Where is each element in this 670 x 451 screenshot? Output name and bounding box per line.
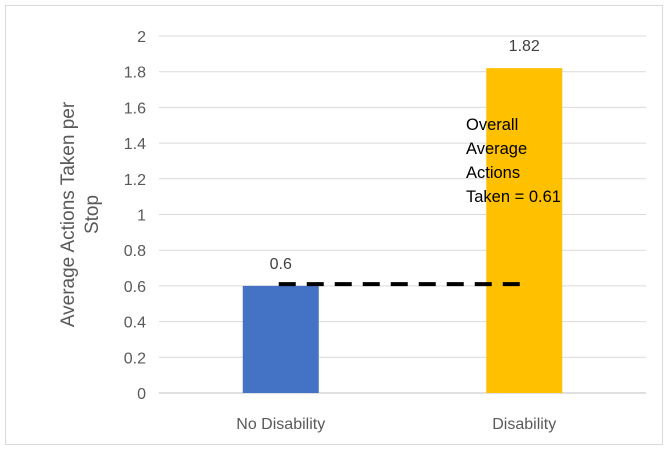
y-tick-label: 1.2 — [124, 172, 146, 189]
data-label: 0.6 — [270, 256, 292, 273]
data-label: 1.82 — [509, 38, 540, 55]
bar-chart: 00.20.40.60.811.21.41.61.82 0.61.82 No D… — [58, 29, 646, 433]
y-tick-label: 0.2 — [124, 350, 146, 367]
y-axis-title: Average Actions Taken per Stop — [58, 101, 103, 327]
y-tick-label: 0.6 — [124, 279, 146, 296]
x-axis-categories: No Disability Disability — [236, 416, 556, 433]
chart-container: 0 0.2 0.4 0.6 0.8 1 1.2 1.4 1.6 1.8 2 0.6 1.82 No D… — [5, 5, 663, 445]
bar — [242, 285, 319, 393]
bar — [486, 68, 563, 393]
y-tick-label: 1 — [137, 208, 146, 225]
annotation-line: Taken = 0.61 — [466, 188, 561, 206]
reference-annotation: Overall Average Actions Taken = 0.61 — [466, 116, 561, 206]
annotation-line: Overall — [466, 116, 518, 134]
x-category-label: Disability — [492, 416, 556, 433]
x-category-label: No Disability — [236, 416, 325, 433]
y-axis-title-line: Stop — [82, 195, 103, 234]
y-tick-label: 1.8 — [124, 65, 146, 82]
y-tick-label: 0.4 — [124, 315, 146, 332]
annotation-line: Average — [466, 140, 527, 158]
y-tick-label: 0.8 — [124, 243, 146, 260]
bars — [242, 68, 563, 393]
data-labels: 0.6 1.82 — [270, 38, 540, 273]
annotation-line: Actions — [466, 164, 520, 182]
y-axis-title-line: Average Actions Taken per — [58, 101, 79, 327]
gridlines — [159, 35, 646, 394]
y-tick-label: 1.4 — [124, 136, 146, 153]
y-tick-label: 0 — [137, 386, 146, 403]
y-tick-label: 2 — [137, 29, 146, 46]
y-tick-label: 1.6 — [124, 100, 146, 117]
y-axis-ticks: 0 0.2 0.4 0.6 0.8 1 1.2 1.4 1.6 1.8 2 — [124, 29, 146, 403]
